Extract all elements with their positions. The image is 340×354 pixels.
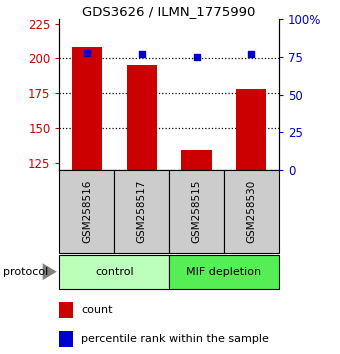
Bar — [169, 255, 279, 289]
Bar — [182, 150, 211, 170]
Bar — [127, 65, 157, 170]
Bar — [72, 47, 102, 170]
Point — [194, 54, 199, 60]
Bar — [224, 170, 279, 253]
Bar — [59, 331, 73, 347]
Bar — [59, 170, 114, 253]
Bar — [59, 302, 73, 318]
Text: MIF depletion: MIF depletion — [186, 267, 261, 277]
Point — [139, 51, 144, 57]
Bar — [59, 255, 169, 289]
Bar — [114, 170, 169, 253]
Text: percentile rank within the sample: percentile rank within the sample — [81, 333, 269, 344]
Title: GDS3626 / ILMN_1775990: GDS3626 / ILMN_1775990 — [83, 5, 256, 18]
Text: GSM258515: GSM258515 — [191, 180, 202, 243]
Text: count: count — [81, 305, 113, 315]
Text: protocol: protocol — [3, 267, 49, 277]
Bar — [236, 89, 267, 170]
Text: GSM258516: GSM258516 — [82, 180, 92, 243]
Text: GSM258530: GSM258530 — [246, 180, 256, 243]
Bar — [169, 170, 224, 253]
Text: GSM258517: GSM258517 — [137, 180, 147, 243]
Point — [249, 51, 254, 57]
Text: control: control — [95, 267, 134, 277]
Polygon shape — [42, 263, 57, 280]
Point — [84, 50, 90, 56]
